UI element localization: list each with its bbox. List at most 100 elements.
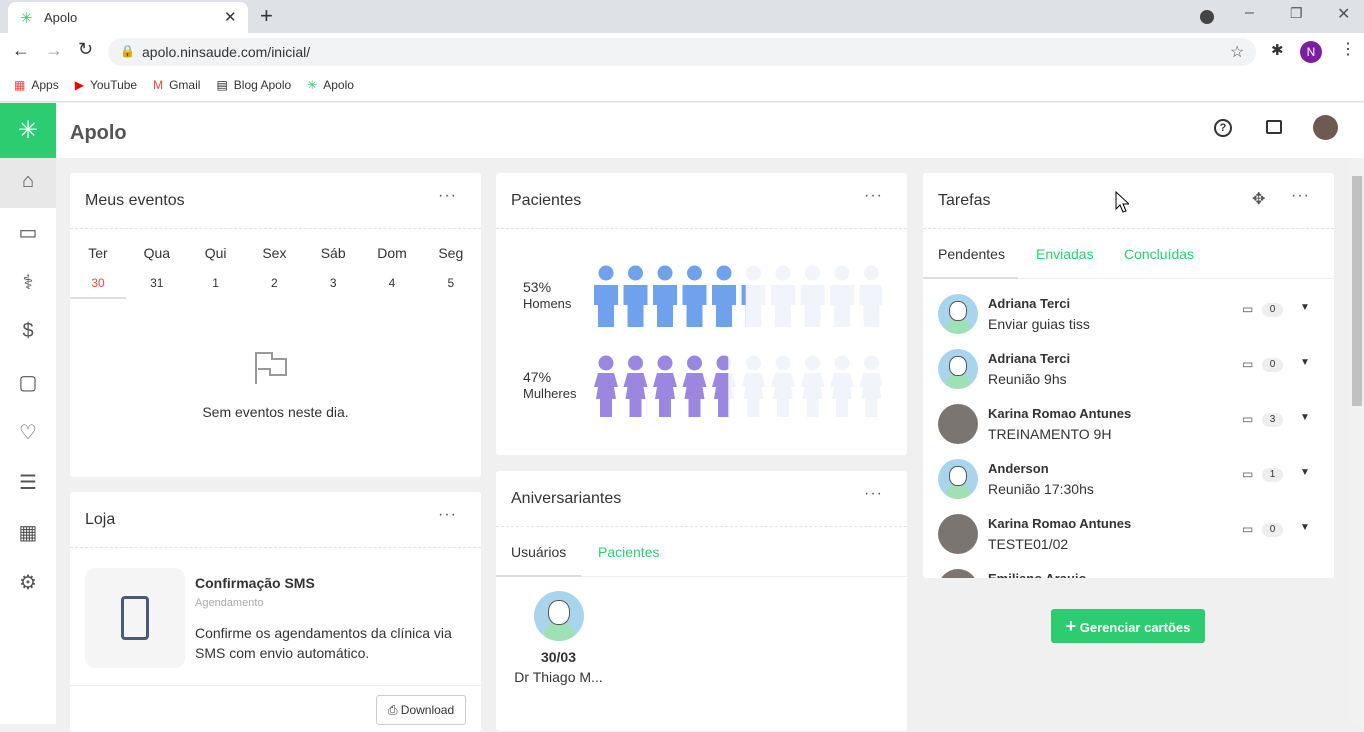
bookmark[interactable]: ✳ Apolo (307, 76, 354, 94)
close-window[interactable]: ✕ (1337, 6, 1351, 23)
card-menu[interactable]: ··· (438, 187, 457, 204)
card-title: Meus eventos (85, 192, 185, 209)
tab[interactable]: ✳ Apolo ✕ (8, 2, 248, 33)
figure-body (682, 373, 707, 417)
nav-icon[interactable]: ♡ (19, 422, 37, 444)
user-avatar[interactable] (1313, 115, 1338, 140)
logo[interactable]: ✳ (0, 103, 56, 158)
new-tab[interactable]: + (260, 3, 273, 28)
card-menu[interactable]: ··· (1291, 187, 1310, 204)
close-tab[interactable]: ✕ (224, 9, 237, 26)
expand[interactable]: ▼ (1300, 412, 1310, 423)
manage-cards-button[interactable]: + Gerenciar cartões (1051, 609, 1205, 643)
task-person: Karina Romao Antunes (988, 516, 1132, 531)
nav-icon[interactable]: $ (22, 320, 34, 342)
events-card: Meus eventos ··· Ter 30 Qua 31 Qui 1 Sex 2 Sáb 3 D… (70, 173, 481, 477)
nav-icon[interactable]: ▢ (18, 372, 38, 394)
button-label: Download (400, 703, 455, 717)
bookmark-star[interactable]: ☆ (1230, 44, 1245, 61)
task-row[interactable]: Emiliano Araujo (923, 569, 1334, 578)
figure-body (653, 285, 677, 327)
card-menu[interactable]: ··· (438, 506, 457, 523)
nav-icon[interactable]: ▭ (18, 222, 38, 244)
bookmark-label: Apolo (323, 78, 354, 92)
figure-body (741, 285, 766, 327)
expand[interactable]: ▼ (1300, 302, 1310, 313)
comment-count: 0 (1262, 523, 1283, 537)
expand[interactable]: ▼ (1300, 467, 1310, 478)
tab[interactable]: Concluídas (1124, 246, 1195, 262)
comment-icon: ▭ (1242, 412, 1254, 426)
favicon: ✳ (20, 10, 33, 27)
figure-head (598, 355, 614, 371)
address-bar[interactable]: 🔒 apolo.ninsaude.com/inicial/ ☆ (108, 38, 1256, 66)
bookmark[interactable]: ▶ YouTube (75, 76, 137, 94)
reload[interactable]: ↻ (78, 39, 94, 59)
extensions[interactable]: ✱ (1271, 42, 1284, 59)
bookmark[interactable]: ▤ Blog Apolo (216, 76, 291, 94)
tab-search[interactable] (1200, 10, 1214, 24)
expand[interactable]: ▼ (1300, 522, 1310, 533)
figure-head (864, 265, 879, 281)
figure-head (805, 355, 820, 371)
task-row[interactable]: Karina Romao Antunes TREINAMENTO 9H ▭ 3 ▼ (923, 404, 1334, 454)
task-list: Adriana Terci Enviar guias tiss ▭ 0 ▼ Adriana… (923, 279, 1334, 578)
figure-head (746, 355, 761, 371)
restore[interactable]: ❐ (1290, 5, 1303, 21)
download-button[interactable]: ⎙ Download (376, 695, 466, 725)
bookmark-label: Blog Apolo (233, 78, 292, 92)
figure-body (741, 373, 766, 417)
store-card: Loja ··· Confirmação SMS Agendamento Con… (70, 492, 481, 732)
tab[interactable]: Usuários (511, 544, 567, 560)
day-date: 30 (91, 276, 105, 290)
divider (923, 228, 1334, 229)
expand[interactable]: ▼ (1300, 357, 1310, 368)
figure-body (682, 285, 707, 327)
day-underline (70, 297, 126, 299)
card-title: Loja (85, 511, 116, 528)
nav-icon[interactable]: ☰ (19, 472, 37, 494)
task-row[interactable]: Adriana Terci Enviar guias tiss ▭ 0 ▼ (923, 294, 1334, 344)
card-title: Tarefas (938, 192, 991, 209)
nav-icon[interactable]: ⚕ (22, 272, 34, 294)
figure-head (746, 265, 761, 281)
day-date: 5 (447, 276, 455, 290)
tab[interactable]: Enviadas (1036, 246, 1094, 262)
day-date: 3 (329, 276, 337, 290)
figure-row (594, 265, 882, 327)
task-row[interactable]: Anderson Reunião 17:30hs ▭ 1 ▼ (923, 459, 1334, 509)
move-icon[interactable]: ✥ (1252, 191, 1266, 208)
minimize[interactable]: – (1245, 4, 1254, 21)
tabs: Pendentes Enviadas Concluídas (923, 229, 1334, 279)
help[interactable]: ? (1214, 119, 1232, 137)
tab[interactable]: Pacientes (598, 544, 660, 560)
task-row[interactable]: Karina Romao Antunes TESTE01/02 ▭ 0 ▼ (923, 514, 1334, 564)
comment-icon: ▭ (1242, 302, 1254, 316)
tab-underline (496, 575, 581, 577)
card-menu[interactable]: ··· (864, 187, 883, 204)
bookmark[interactable]: ▦ Apps (14, 76, 59, 94)
nav-icon[interactable]: ▦ (18, 522, 38, 544)
nav-icon[interactable]: ⌂ (21, 170, 35, 192)
nav-icon[interactable]: ⚙ (19, 572, 37, 594)
back[interactable]: ← (12, 40, 30, 60)
forward[interactable]: → (45, 40, 63, 60)
chat[interactable] (1266, 120, 1282, 134)
bookmark[interactable]: M Gmail (153, 76, 200, 94)
profile[interactable]: N (1300, 41, 1322, 63)
avatar (938, 459, 978, 499)
brand: Apolo (70, 122, 127, 144)
figure-body (712, 285, 736, 327)
tab[interactable]: Pendentes (938, 246, 1005, 262)
figure-head (628, 265, 643, 281)
app-header: Apolo ? (56, 103, 1364, 158)
toolbar: ← → ↻ 🔒 apolo.ninsaude.com/inicial/ ☆ ✱ … (0, 33, 1364, 102)
card-menu[interactable]: ··· (864, 485, 883, 502)
scroll-thumb[interactable] (1352, 176, 1362, 406)
figures (594, 265, 746, 327)
card-title: Pacientes (511, 192, 582, 209)
cursor (1115, 191, 1129, 213)
task-row[interactable]: Adriana Terci Reunião 9hs ▭ 0 ▼ (923, 349, 1334, 399)
menu[interactable]: ⋮ (1340, 41, 1356, 58)
